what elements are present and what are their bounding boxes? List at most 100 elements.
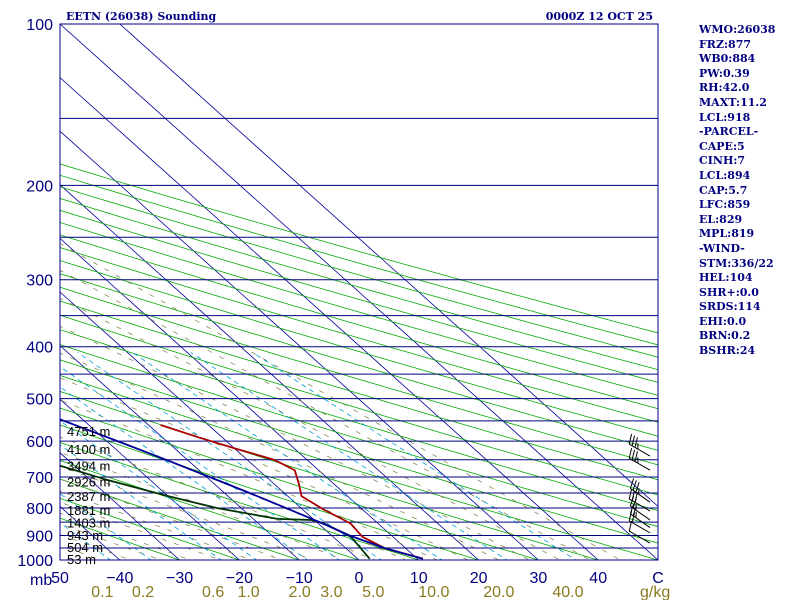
pressure-tick-label: 600 xyxy=(26,434,53,451)
height-label: 2926 m xyxy=(67,474,110,489)
wind-barb-staff xyxy=(630,513,651,528)
height-label: 2387 m xyxy=(67,489,110,504)
moist-adiabat-line xyxy=(60,501,222,560)
moist-adiabat-line xyxy=(60,465,314,560)
wind-barb-flag xyxy=(631,435,636,446)
dry-adiabat-line xyxy=(60,517,181,560)
mixing-ratio-labels: 0.1 0.2 0.6 1.0 2.0 3.0 5.0 10.0 20.0 40.0 xyxy=(91,584,583,600)
moist-adiabat-line xyxy=(60,399,438,560)
temperature-tick-label: 40 xyxy=(589,570,607,587)
sounding-traces xyxy=(60,418,424,560)
isotherm-line xyxy=(60,130,539,560)
wind-barb-flag xyxy=(631,449,636,461)
mixing-ratio-label: 5.0 xyxy=(362,584,384,600)
pressure-tick-labels: 100 200 300 400 500 600 700 800 900 1000 xyxy=(17,17,53,570)
isotherm-line xyxy=(60,398,240,560)
wind-barb-flag xyxy=(634,437,638,448)
dry-adiabat-line xyxy=(60,234,658,410)
index-item: SRDS:114 xyxy=(699,300,761,314)
mixing-ratio-line xyxy=(132,352,443,560)
height-label: 53 m xyxy=(67,552,96,567)
pressure-tick-label: 300 xyxy=(26,273,53,290)
wind-barb-staff xyxy=(630,505,651,521)
dry-adiabat-line xyxy=(60,407,540,560)
mixing-ratio-label: 2.0 xyxy=(289,584,311,600)
pressure-tick-label: 1000 xyxy=(17,553,53,570)
height-label: 1881 m xyxy=(67,503,110,518)
wind-barb-flag xyxy=(628,433,633,445)
temperature-trace xyxy=(160,424,424,560)
moist-adiabat-line xyxy=(60,297,561,560)
height-label: 943 m xyxy=(67,528,103,543)
index-item: LCL:918 xyxy=(699,110,751,124)
wind-barb xyxy=(628,447,651,471)
index-item: RH:42.0 xyxy=(699,81,750,95)
wind-barb xyxy=(628,433,651,457)
index-item: EL:829 xyxy=(699,212,743,226)
wind-barb-staff xyxy=(628,457,651,471)
height-label: 4751 m xyxy=(67,424,110,439)
background-grid xyxy=(60,24,658,560)
isotherm-line xyxy=(60,184,479,560)
wind-barb xyxy=(629,503,651,528)
index-item: PW:0.39 xyxy=(699,66,750,80)
pressure-tick-label: 800 xyxy=(26,501,53,518)
dry-adiabat-line xyxy=(60,460,361,560)
dry-adiabat-line xyxy=(60,163,658,334)
wind-barb-flag xyxy=(629,478,635,489)
wind-barb-flag xyxy=(635,482,640,493)
isotherm-line xyxy=(60,237,420,560)
temperature-tick-label: 50 xyxy=(51,570,69,587)
station-title: EETN (26038) Sounding xyxy=(66,10,216,23)
isotherm-line xyxy=(60,24,658,560)
index-item: LFC:859 xyxy=(699,198,751,212)
wind-barb-flag xyxy=(634,451,638,462)
height-label: 1403 m xyxy=(67,516,110,531)
wind-barb-flag xyxy=(634,492,638,503)
moist-adiabat-line xyxy=(60,523,162,560)
dry-adiabat-line xyxy=(60,186,658,358)
index-item: FRZ:877 xyxy=(699,37,752,51)
mixing-ratio-label: 10.0 xyxy=(418,584,449,600)
mixing-ratio-line xyxy=(190,352,508,560)
dry-adiabat-line xyxy=(60,344,658,528)
index-item: CAP:5.7 xyxy=(699,183,748,197)
mixing-ratio-line xyxy=(60,420,258,560)
height-label: 4100 m xyxy=(67,442,110,457)
pressure-tick-label: 700 xyxy=(26,470,53,487)
time-label: 0000Z 12 OCT 25 xyxy=(546,10,653,23)
temperature-tick-label: −40 xyxy=(106,570,133,587)
temperature-tick-label: −10 xyxy=(286,570,313,587)
dry-adiabat-line xyxy=(60,497,241,560)
wind-barb-flag xyxy=(631,490,636,501)
mixing-ratio-line xyxy=(60,444,222,560)
dry-adiabat-line xyxy=(60,273,658,451)
moist-adiabat-line xyxy=(60,269,591,560)
index-item: MPL:819 xyxy=(699,227,755,241)
isotherm-line xyxy=(60,291,360,560)
mixing-ratio-label: 0.2 xyxy=(132,584,154,600)
wind-barb-staff xyxy=(630,487,651,503)
height-label: 504 m xyxy=(67,540,103,555)
dry-adiabat-line xyxy=(60,286,658,466)
temperature-tick-label: 10 xyxy=(410,570,428,587)
index-item: LCL:894 xyxy=(699,168,751,182)
wind-barb-staff xyxy=(628,443,651,457)
index-item: -WIND- xyxy=(699,241,745,255)
index-item: CINH:7 xyxy=(699,154,746,168)
index-item: CAPE:5 xyxy=(699,139,745,153)
wind-barb-staff xyxy=(628,530,651,544)
mixing-ratio-label: 20.0 xyxy=(483,584,514,600)
wind-barb-flag xyxy=(628,488,633,500)
wind-barb xyxy=(628,520,651,544)
index-item: -PARCEL- xyxy=(699,125,759,139)
isotherm-line xyxy=(60,452,180,560)
mixing-ratio-label: 0.1 xyxy=(91,584,113,600)
pressure-tick-label: 200 xyxy=(26,178,53,195)
dry-adiabat-line xyxy=(60,300,658,481)
isotherm-line xyxy=(60,77,599,560)
mixing-ratio-line xyxy=(60,366,341,560)
dry-adiabat-line xyxy=(60,424,480,560)
dry-adiabat-line xyxy=(60,329,658,511)
